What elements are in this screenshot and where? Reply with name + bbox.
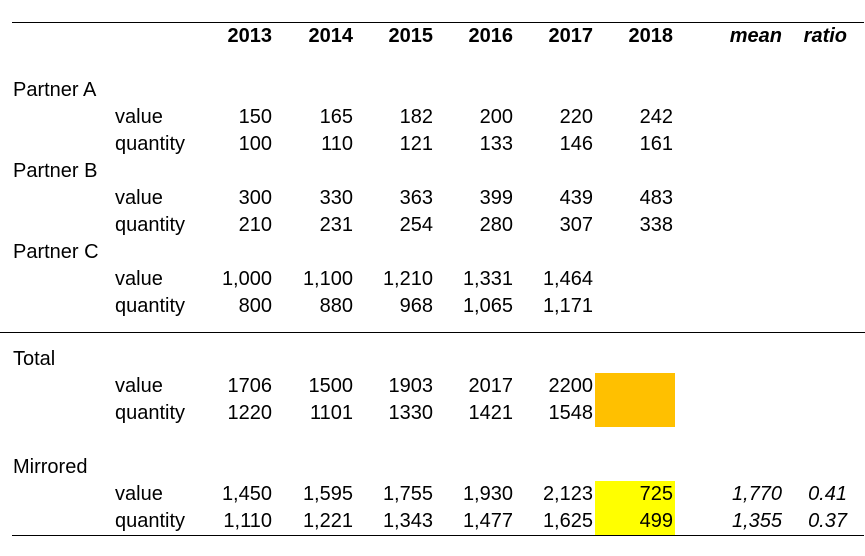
value-cell: 2,123 — [542, 483, 593, 505]
year-header-2018: 2018 — [628, 25, 674, 47]
value-cell: 165 — [319, 106, 353, 128]
partner-name: Partner B — [13, 160, 98, 182]
value-cell: 161 — [639, 133, 673, 155]
value-cell: 121 — [399, 133, 433, 155]
section-name-total: Total — [13, 348, 56, 370]
value-cell: 1,171 — [542, 295, 593, 317]
value-cell: 1,755 — [382, 483, 433, 505]
value-cell: 242 — [639, 106, 673, 128]
value-cell: 1,477 — [462, 510, 513, 532]
value-cell: 1220 — [227, 402, 273, 424]
value-cell: 1,595 — [302, 483, 353, 505]
row-label: quantity — [115, 402, 186, 424]
value-cell: 880 — [319, 295, 353, 317]
value-cell: 1,450 — [221, 483, 272, 505]
value-cell: 483 — [639, 187, 673, 209]
value-cell: 1330 — [388, 402, 434, 424]
value-cell: 200 — [479, 106, 513, 128]
top-rule — [12, 22, 864, 23]
value-cell: 210 — [238, 214, 272, 236]
value-cell: 231 — [319, 214, 353, 236]
value-cell: 100 — [238, 133, 272, 155]
value-cell: 1,210 — [382, 268, 433, 290]
value-cell: 1421 — [468, 402, 514, 424]
value-cell: 150 — [238, 106, 272, 128]
value-cell: 968 — [399, 295, 433, 317]
value-cell: 280 — [479, 214, 513, 236]
value-cell: 2017 — [468, 375, 514, 397]
ratio-header: ratio — [803, 25, 847, 47]
section-name-mirrored: Mirrored — [13, 456, 88, 478]
value-cell: 146 — [559, 133, 593, 155]
row-label: value — [115, 106, 163, 128]
value-cell: 800 — [238, 295, 272, 317]
year-header-2014: 2014 — [308, 25, 354, 47]
mean-cell: 1,770 — [731, 483, 782, 505]
year-header-2016: 2016 — [468, 25, 514, 47]
value-cell: 338 — [639, 214, 673, 236]
row-label: quantity — [115, 510, 186, 532]
value-cell: 1101 — [309, 402, 353, 424]
value-cell: 1,221 — [302, 510, 353, 532]
row-label: quantity — [115, 295, 186, 317]
row-label: quantity — [115, 214, 186, 236]
value-cell: 307 — [559, 214, 593, 236]
value-cell: 1,331 — [462, 268, 513, 290]
value-cell: 1,000 — [221, 268, 272, 290]
mirrored-2018-highlight — [595, 481, 675, 535]
value-cell: 133 — [479, 133, 513, 155]
value-cell: 330 — [319, 187, 353, 209]
value-cell: 399 — [479, 187, 513, 209]
ratio-cell: 0.41 — [808, 483, 847, 505]
value-cell: 439 — [559, 187, 593, 209]
bottom-rule — [12, 535, 864, 536]
year-header-2013: 2013 — [227, 25, 273, 47]
row-label: quantity — [115, 133, 186, 155]
value-cell: 182 — [399, 106, 433, 128]
value-cell: 300 — [238, 187, 272, 209]
value-cell: 1,100 — [302, 268, 353, 290]
row-label: value — [115, 187, 163, 209]
value-cell: 499 — [639, 510, 673, 532]
year-header-2017: 2017 — [548, 25, 594, 47]
partner-name: Partner C — [13, 241, 99, 263]
row-label: value — [115, 375, 163, 397]
total-2018-highlight — [595, 373, 675, 427]
row-label: value — [115, 483, 163, 505]
value-cell: 254 — [399, 214, 433, 236]
row-label: value — [115, 268, 163, 290]
mean-header: mean — [729, 25, 782, 47]
partner-name: Partner A — [13, 79, 97, 101]
value-cell: 363 — [399, 187, 433, 209]
value-cell: 1,110 — [223, 510, 272, 532]
mean-cell: 1,355 — [731, 510, 782, 532]
value-cell: 1903 — [388, 375, 434, 397]
value-cell: 220 — [559, 106, 593, 128]
value-cell: 725 — [639, 483, 673, 505]
value-cell: 1706 — [227, 375, 273, 397]
value-cell: 1,625 — [542, 510, 593, 532]
value-cell: 1,464 — [542, 268, 593, 290]
value-cell: 1500 — [308, 375, 354, 397]
middle-rule — [0, 332, 865, 333]
value-cell: 1,343 — [382, 510, 433, 532]
value-cell: 110 — [321, 133, 353, 155]
ratio-cell: 0.37 — [808, 510, 847, 532]
value-cell: 1,930 — [462, 483, 513, 505]
value-cell: 1548 — [548, 402, 594, 424]
value-cell: 2200 — [548, 375, 594, 397]
year-header-2015: 2015 — [388, 25, 434, 47]
value-cell: 1,065 — [462, 295, 513, 317]
